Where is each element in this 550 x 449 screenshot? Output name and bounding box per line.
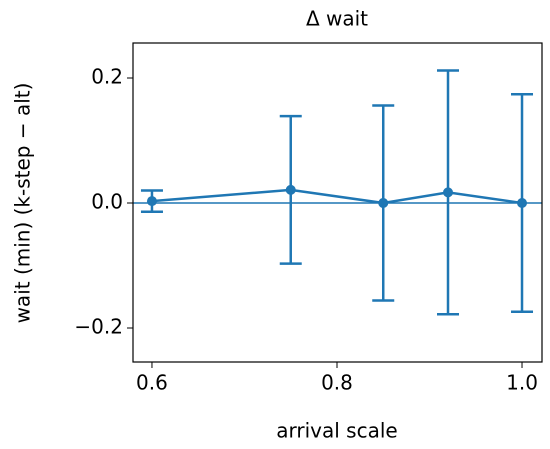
- x-tick-label: 0.8: [321, 371, 353, 395]
- point: [517, 198, 528, 208]
- x-tick-label: 0.6: [136, 371, 168, 395]
- y-tick-label: 0.2: [91, 65, 123, 89]
- y-tick-label: 0.0: [91, 190, 123, 214]
- point: [378, 198, 389, 208]
- y-axis-label: wait (min) (k-step − alt): [11, 83, 35, 324]
- point: [443, 187, 454, 198]
- x-axis-label: arrival scale: [276, 419, 397, 443]
- plot-frame: [132, 42, 543, 363]
- line: [151, 188, 523, 205]
- point: [285, 184, 296, 195]
- chart-title: Δ wait: [306, 7, 368, 31]
- y-tick-label: −0.2: [74, 315, 123, 339]
- x-tick-label: 1.0: [506, 371, 538, 395]
- point: [146, 196, 157, 207]
